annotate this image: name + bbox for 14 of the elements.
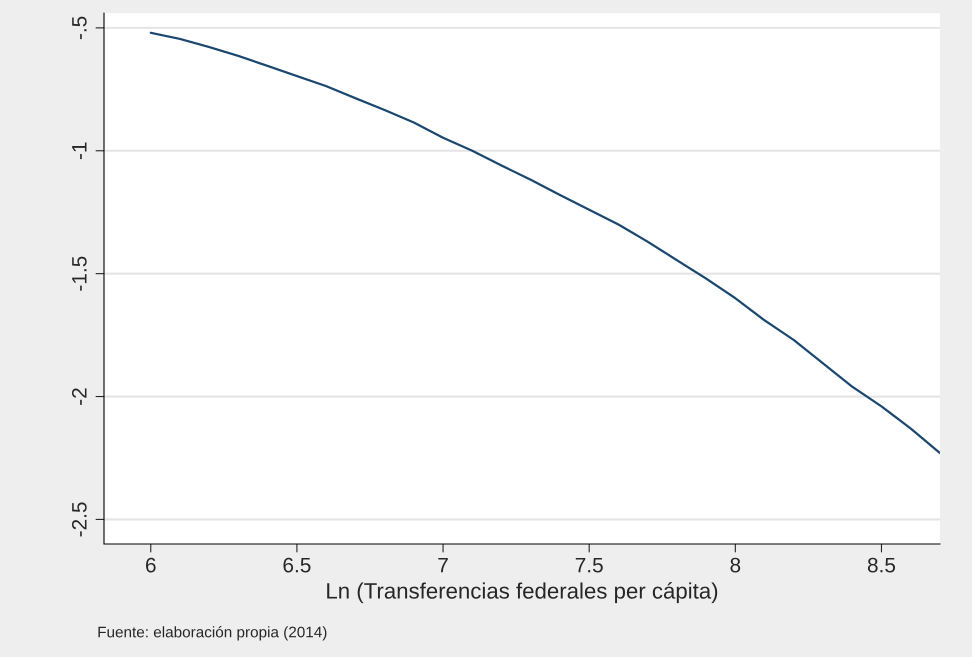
y-tick-label: -.5 bbox=[72, 16, 87, 40]
x-tick-label: 6 bbox=[146, 558, 156, 572]
y-tick-label: -1.5 bbox=[72, 256, 87, 291]
x-tick-label: 7.5 bbox=[576, 558, 603, 572]
source-note: Fuente: elaboración propia (2014) bbox=[98, 626, 326, 640]
x-tick-label: 8 bbox=[730, 558, 740, 572]
x-tick-label: 7 bbox=[438, 558, 448, 572]
y-tick-label: -2.5 bbox=[72, 502, 87, 536]
y-tick-label: -1 bbox=[72, 142, 86, 160]
y-tick-label: -2 bbox=[72, 388, 86, 405]
x-tick-label: 6.5 bbox=[283, 558, 311, 572]
x-axis-title: Ln (Transferencias federales per cápita) bbox=[327, 582, 718, 604]
line-series bbox=[150, 32, 940, 454]
x-tick-label: 8.5 bbox=[868, 558, 896, 572]
